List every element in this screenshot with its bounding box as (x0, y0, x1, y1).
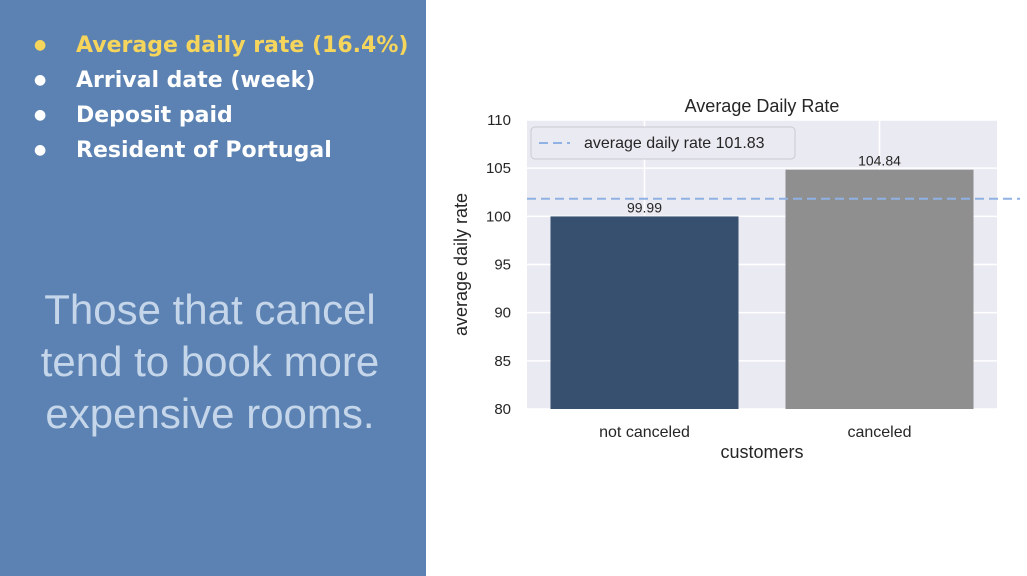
x-tick-label: canceled (847, 424, 911, 441)
y-tick-label: 95 (494, 257, 511, 274)
y-tick-label: 85 (494, 353, 511, 370)
bullet-list: Average daily rate (16.4%) Arrival date … (34, 28, 408, 168)
y-tick-label: 105 (486, 160, 511, 177)
y-tick-label: 110 (487, 112, 511, 129)
x-axis-label: customers (720, 442, 803, 462)
bullet-item-average-daily-rate: Average daily rate (16.4%) (34, 28, 408, 63)
data-label: 104.84 (858, 153, 901, 169)
bar (550, 216, 739, 409)
bar (785, 169, 974, 409)
legend-box (530, 126, 796, 160)
y-tick-label: 90 (494, 305, 511, 322)
y-tick-label: 100 (486, 208, 511, 225)
y-axis-label: average daily rate (451, 193, 471, 336)
bullet-item-resident-portugal: Resident of Portugal (34, 133, 408, 168)
bullet-item-deposit-paid: Deposit paid (34, 98, 408, 133)
key-message: Those that cancel tend to book more expe… (40, 286, 380, 437)
data-label: 99.99 (627, 199, 662, 215)
bullet-item-arrival-date: Arrival date (week) (34, 63, 408, 98)
left-panel: Average daily rate (16.4%) Arrival date … (0, 0, 426, 576)
bar-chart: 80 85 90 95 100 105 110 99.99 not canceled 104.84… (451, 96, 1020, 462)
y-tick-label: 80 (494, 401, 511, 418)
chart-title: Average Daily Rate (685, 96, 840, 116)
legend-label: average daily rate 101.83 (584, 135, 765, 152)
x-tick-label: not canceled (599, 424, 690, 441)
